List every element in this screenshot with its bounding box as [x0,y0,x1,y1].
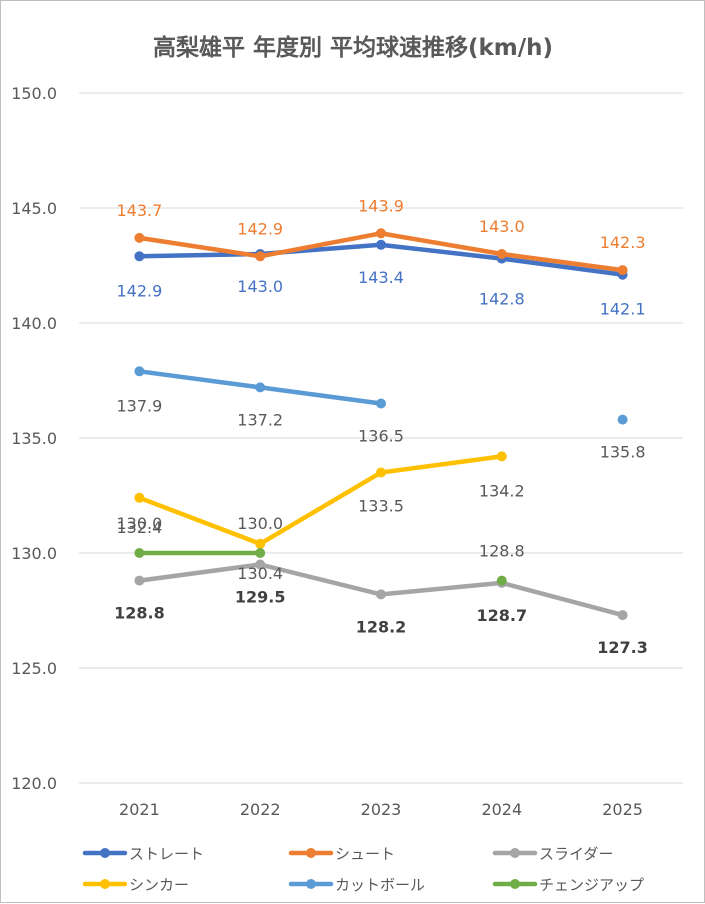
data-point [134,251,145,262]
data-point [376,239,386,250]
x-tick-label: 2025 [602,800,643,819]
data-point [617,610,628,621]
y-tick-label: 140.0 [11,314,57,333]
data-label: 136.5 [358,427,404,446]
data-label: 143.7 [116,201,162,220]
legend-entry: チェンジアップ [539,876,644,894]
legend-entry: シンカー [129,876,189,894]
data-label: 133.5 [358,497,404,516]
legend-entry: ストレート [129,845,204,863]
data-point [255,559,266,570]
data-point [255,548,266,558]
legend-marker [510,879,520,889]
data-point [255,382,266,393]
legend-entry: カットボール [335,876,425,894]
data-label: 130.0 [116,514,162,533]
data-point [134,232,145,243]
data-label: 142.8 [479,290,525,309]
data-label: 132.4 [116,518,162,537]
data-label: 127.3 [597,638,648,657]
chart-title: 高梨雄平 年度別 平均球速推移(km/h) [153,34,553,61]
data-point [134,492,145,503]
data-point [255,538,266,549]
data-label: 137.2 [237,410,283,429]
data-label: 129.5 [235,588,286,607]
data-point [376,467,386,478]
data-point [255,251,266,262]
y-tick-label: 125.0 [11,659,57,678]
data-label: 128.7 [476,606,527,625]
data-labels: 142.9 143.0 143.4 142.8 142.1 143.7 142.9 143.9… [114,196,648,657]
legend-marker [306,879,316,889]
data-point [617,414,628,425]
data-label: 143.0 [237,277,283,296]
data-label: 143.0 [479,217,525,236]
y-tick-label: 130.0 [11,544,57,563]
y-axis: 150.0 145.0 140.0 135.0 130.0 125.0 120.0 [11,84,57,793]
y-tick-label: 145.0 [11,199,57,218]
legend-entry: シュート [335,845,395,863]
legend-marker [100,848,110,858]
data-point [376,228,386,239]
data-point [496,575,507,586]
data-label: 142.3 [600,233,646,252]
data-label: 142.1 [600,300,646,319]
data-point [134,575,145,586]
legend-entry: スライダー [539,845,613,863]
data-label: 130.4 [237,564,283,583]
legend-marker [306,848,316,858]
data-label: 143.9 [358,196,404,215]
x-tick-label: 2022 [240,800,281,819]
data-label: 128.8 [479,542,525,561]
data-label: 142.9 [116,281,162,300]
data-point [617,265,628,276]
legend-marker [510,848,520,858]
x-tick-label: 2021 [119,800,160,819]
data-point [134,366,145,377]
data-label: 142.9 [237,219,283,238]
data-point [376,589,386,600]
series-line [137,454,505,547]
x-axis: 2021 2022 2023 2024 2025 [119,800,643,819]
x-tick-label: 2023 [361,800,402,819]
data-point [134,548,145,558]
data-label: 130.0 [237,514,283,533]
data-point [496,451,507,462]
data-label: 128.2 [356,617,407,636]
legend-marker [100,879,110,889]
series-group [134,228,628,621]
data-label: 137.9 [116,396,162,415]
y-tick-label: 150.0 [11,84,57,103]
data-label: 135.8 [600,443,646,462]
data-label: 128.8 [114,604,165,623]
data-label: 143.4 [358,268,404,287]
data-point [376,398,386,409]
data-point [496,249,507,259]
y-tick-label: 135.0 [11,429,57,448]
y-tick-label: 120.0 [11,774,57,793]
data-label: 134.2 [479,481,525,500]
x-tick-label: 2024 [481,800,522,819]
